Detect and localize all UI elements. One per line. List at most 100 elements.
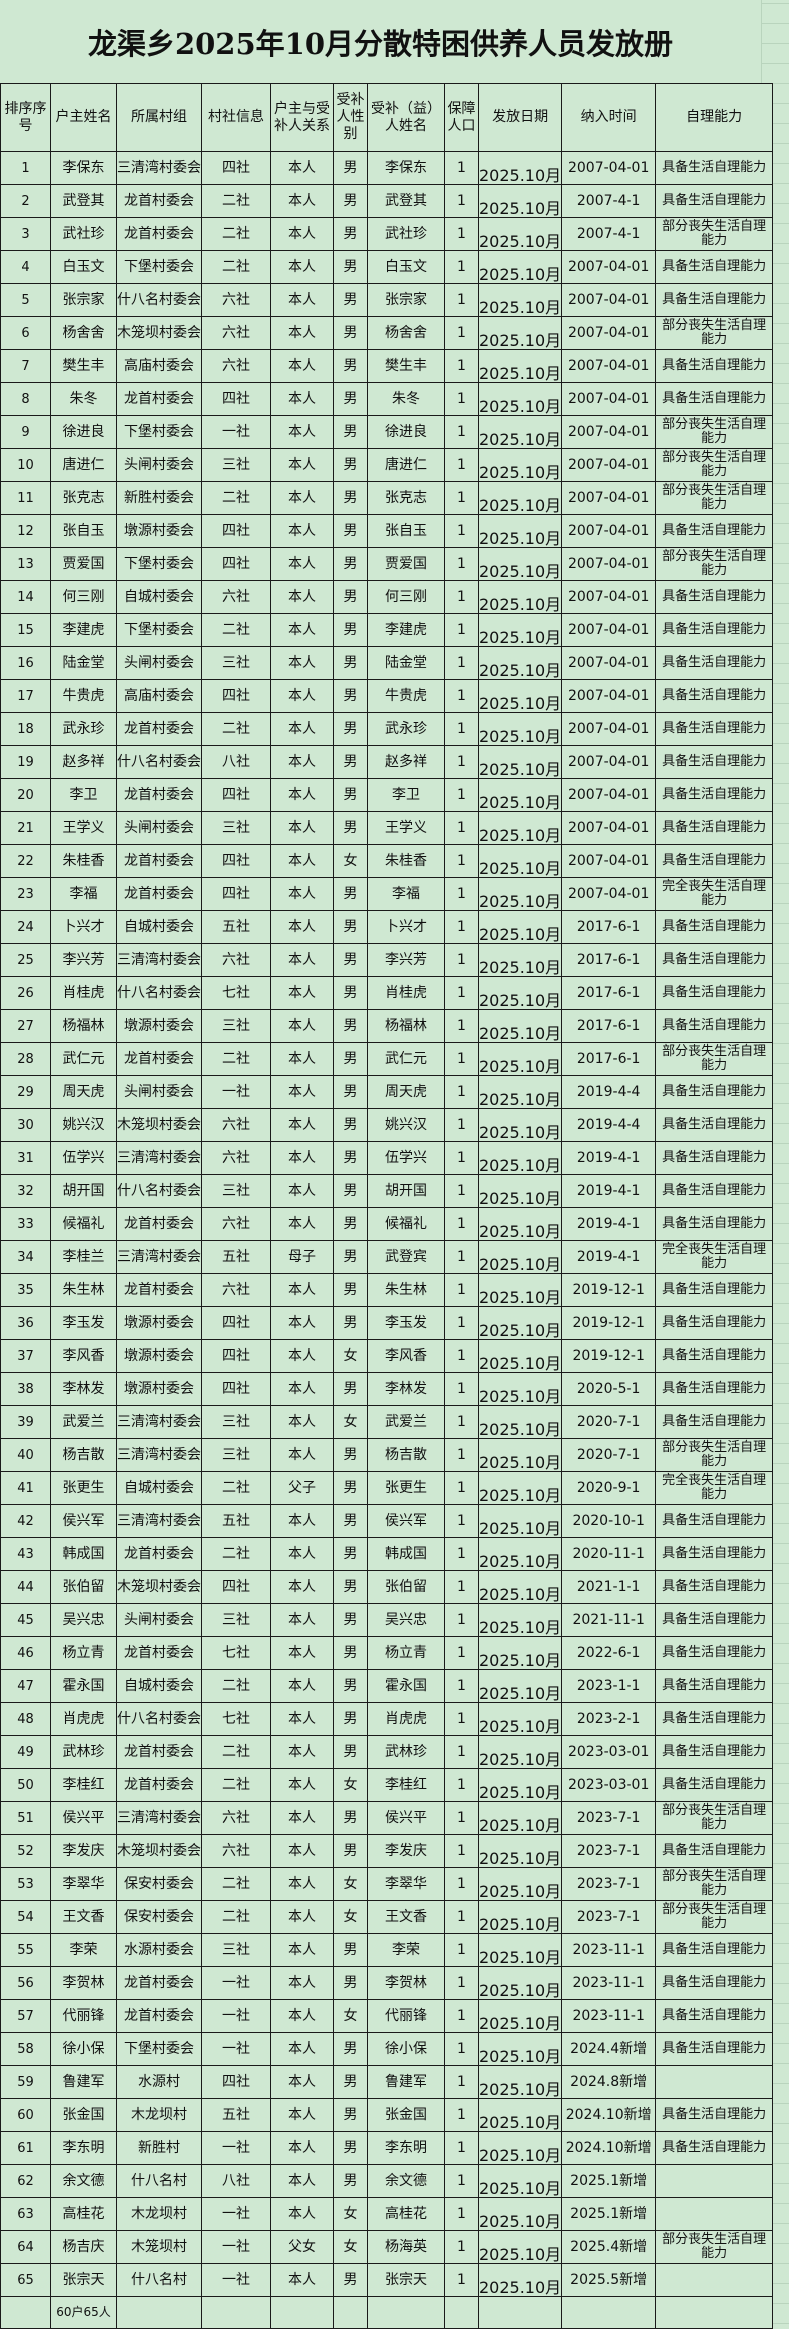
cell-gender[interactable]: 男 bbox=[333, 481, 368, 515]
cell-gender[interactable]: 男 bbox=[333, 1834, 368, 1868]
cell-seq[interactable]: 33 bbox=[0, 1207, 51, 1241]
cell-beneficiary[interactable]: 姚兴汉 bbox=[367, 1108, 445, 1142]
cell-household-head[interactable]: 肖桂虎 bbox=[50, 976, 117, 1010]
cell-beneficiary[interactable]: 李建虎 bbox=[367, 613, 445, 647]
cell-village[interactable]: 木笼坝村委会 bbox=[116, 1834, 202, 1868]
cell-group[interactable]: 四社 bbox=[201, 382, 271, 416]
cell-covered-count[interactable]: 1 bbox=[444, 1306, 479, 1340]
cell-gender[interactable]: 男 bbox=[333, 1108, 368, 1142]
cell-village[interactable]: 三清湾村委会 bbox=[116, 151, 202, 185]
cell-village[interactable]: 木龙坝村 bbox=[116, 2098, 202, 2132]
cell-enrolled-date[interactable]: 2007-04-01 bbox=[561, 844, 657, 878]
cell-covered-count[interactable]: 1 bbox=[444, 217, 479, 251]
cell-household-head[interactable]: 徐进良 bbox=[50, 415, 117, 449]
cell-relation[interactable]: 本人 bbox=[270, 1141, 334, 1175]
cell-seq[interactable]: 12 bbox=[0, 514, 51, 548]
cell-gender[interactable]: 男 bbox=[333, 1570, 368, 1604]
cell-relation[interactable]: 本人 bbox=[270, 2065, 334, 2099]
cell-gender[interactable]: 男 bbox=[333, 547, 368, 581]
cell-self-care-ability[interactable]: 具备生活自理能力 bbox=[655, 1603, 774, 1637]
cell-enrolled-date[interactable]: 2007-04-01 bbox=[561, 349, 657, 383]
cell-village[interactable]: 龙首村委会 bbox=[116, 844, 202, 878]
cell-village[interactable]: 墩源村委会 bbox=[116, 1372, 202, 1406]
cell-group[interactable]: 六社 bbox=[201, 1141, 271, 1175]
cell-self-care-ability[interactable]: 具备生活自理能力 bbox=[655, 1273, 774, 1307]
cell-enrolled-date[interactable]: 2007-04-01 bbox=[561, 481, 657, 515]
cell-group[interactable]: 一社 bbox=[201, 1075, 271, 1109]
cell-issue-date[interactable]: 2025.10月 bbox=[477, 646, 563, 680]
cell-seq[interactable]: 18 bbox=[0, 712, 51, 746]
cell-household-head[interactable]: 李玉发 bbox=[50, 1306, 117, 1340]
cell-relation[interactable]: 本人 bbox=[270, 1801, 334, 1835]
cell[interactable] bbox=[561, 2296, 657, 2329]
cell-village[interactable]: 什八名村委会 bbox=[116, 976, 202, 1010]
cell-household-head[interactable]: 朱桂香 bbox=[50, 844, 117, 878]
cell-relation[interactable]: 本人 bbox=[270, 1867, 334, 1901]
cell-household-head[interactable]: 武爱兰 bbox=[50, 1405, 117, 1439]
cell-issue-date[interactable]: 2025.10月 bbox=[477, 283, 563, 317]
cell-gender[interactable]: 男 bbox=[333, 1174, 368, 1208]
cell-seq[interactable]: 19 bbox=[0, 745, 51, 779]
cell-self-care-ability[interactable]: 部分丧失生活自理能力 bbox=[655, 448, 774, 482]
cell-issue-date[interactable]: 2025.10月 bbox=[477, 448, 563, 482]
cell-beneficiary[interactable]: 李玉发 bbox=[367, 1306, 445, 1340]
cell-group[interactable]: 二社 bbox=[201, 1735, 271, 1769]
cell-enrolled-date[interactable]: 2007-04-01 bbox=[561, 151, 657, 185]
cell-gender[interactable]: 男 bbox=[333, 250, 368, 284]
cell-self-care-ability[interactable]: 部分丧失生活自理能力 bbox=[655, 1867, 774, 1901]
cell-household-head[interactable]: 李发庆 bbox=[50, 1834, 117, 1868]
cell-self-care-ability[interactable]: 具备生活自理能力 bbox=[655, 976, 774, 1010]
cell-village[interactable]: 龙首村委会 bbox=[116, 1636, 202, 1670]
cell-group[interactable]: 二社 bbox=[201, 1900, 271, 1934]
cell-seq[interactable]: 58 bbox=[0, 2032, 51, 2066]
cell-beneficiary[interactable]: 杨海英 bbox=[367, 2230, 445, 2264]
cell-relation[interactable]: 本人 bbox=[270, 745, 334, 779]
cell-seq[interactable]: 63 bbox=[0, 2197, 51, 2231]
cell-issue-date[interactable]: 2025.10月 bbox=[477, 1801, 563, 1835]
cell-household-head[interactable]: 张更生 bbox=[50, 1471, 117, 1505]
cell-seq[interactable]: 48 bbox=[0, 1702, 51, 1736]
cell-relation[interactable]: 本人 bbox=[270, 1438, 334, 1472]
cell-seq[interactable]: 13 bbox=[0, 547, 51, 581]
cell-self-care-ability[interactable]: 部分丧失生活自理能力 bbox=[655, 2230, 774, 2264]
cell-gender[interactable]: 男 bbox=[333, 580, 368, 614]
cell-seq[interactable]: 41 bbox=[0, 1471, 51, 1505]
cell-beneficiary[interactable]: 王文香 bbox=[367, 1900, 445, 1934]
cell-enrolled-date[interactable]: 2019-12-1 bbox=[561, 1273, 657, 1307]
cell-relation[interactable]: 本人 bbox=[270, 1933, 334, 1967]
cell-beneficiary[interactable]: 武林珍 bbox=[367, 1735, 445, 1769]
cell-covered-count[interactable]: 1 bbox=[444, 1900, 479, 1934]
cell-issue-date[interactable]: 2025.10月 bbox=[477, 349, 563, 383]
cell-beneficiary[interactable]: 张伯留 bbox=[367, 1570, 445, 1604]
cell-issue-date[interactable]: 2025.10月 bbox=[477, 2065, 563, 2099]
cell-village[interactable]: 龙首村委会 bbox=[116, 382, 202, 416]
cell-household-head[interactable]: 韩成国 bbox=[50, 1537, 117, 1571]
cell-village[interactable]: 墩源村委会 bbox=[116, 514, 202, 548]
cell-group[interactable]: 六社 bbox=[201, 580, 271, 614]
cell-covered-count[interactable]: 1 bbox=[444, 1570, 479, 1604]
cell-village[interactable]: 墩源村委会 bbox=[116, 1306, 202, 1340]
cell-beneficiary[interactable]: 牛贵虎 bbox=[367, 679, 445, 713]
cell-covered-count[interactable]: 1 bbox=[444, 2197, 479, 2231]
cell-seq[interactable]: 52 bbox=[0, 1834, 51, 1868]
cell-relation[interactable]: 本人 bbox=[270, 1603, 334, 1637]
cell-seq[interactable]: 4 bbox=[0, 250, 51, 284]
cell-household-head[interactable]: 伍学兴 bbox=[50, 1141, 117, 1175]
cell-enrolled-date[interactable]: 2023-7-1 bbox=[561, 1900, 657, 1934]
cell-seq[interactable]: 26 bbox=[0, 976, 51, 1010]
cell-self-care-ability[interactable]: 具备生活自理能力 bbox=[655, 1141, 774, 1175]
cell-enrolled-date[interactable]: 2007-04-01 bbox=[561, 811, 657, 845]
cell-covered-count[interactable]: 1 bbox=[444, 547, 479, 581]
cell-seq[interactable]: 6 bbox=[0, 316, 51, 350]
cell-seq[interactable]: 44 bbox=[0, 1570, 51, 1604]
cell-self-care-ability[interactable]: 具备生活自理能力 bbox=[655, 283, 774, 317]
cell-covered-count[interactable]: 1 bbox=[444, 1504, 479, 1538]
cell-enrolled-date[interactable]: 2007-04-01 bbox=[561, 415, 657, 449]
cell-group[interactable]: 七社 bbox=[201, 976, 271, 1010]
cell-seq[interactable]: 8 bbox=[0, 382, 51, 416]
cell-gender[interactable]: 女 bbox=[333, 1405, 368, 1439]
cell-group[interactable]: 二社 bbox=[201, 1768, 271, 1802]
cell-relation[interactable]: 本人 bbox=[270, 2131, 334, 2165]
cell-self-care-ability[interactable]: 部分丧失生活自理能力 bbox=[655, 415, 774, 449]
cell-self-care-ability[interactable]: 部分丧失生活自理能力 bbox=[655, 217, 774, 251]
